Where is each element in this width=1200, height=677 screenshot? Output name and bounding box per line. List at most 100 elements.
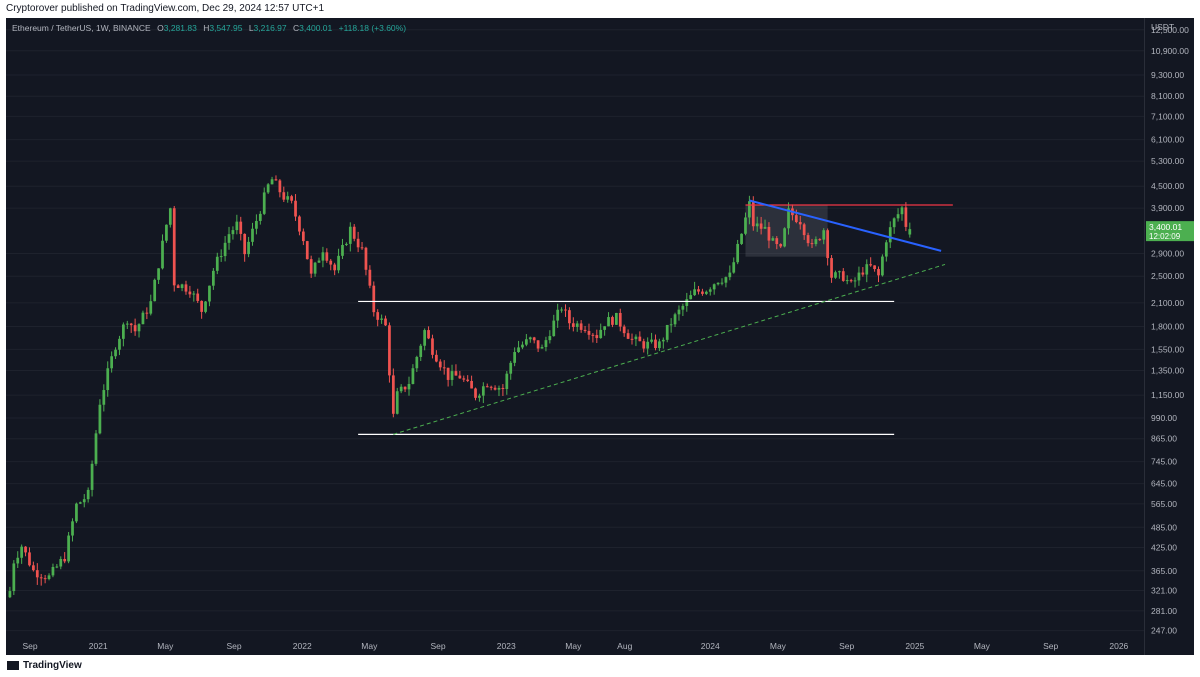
candle-body <box>497 387 501 390</box>
candle-body <box>544 340 548 348</box>
candle-body <box>395 391 399 414</box>
candle-body <box>122 324 125 339</box>
candle-body <box>704 291 708 294</box>
candle-body <box>681 305 685 310</box>
descending-trendline <box>749 199 942 252</box>
time-tick-label: May <box>974 641 991 651</box>
candle-body <box>877 269 880 276</box>
price-tick-label: 4,500.00 <box>1151 181 1184 191</box>
time-tick-label: Sep <box>430 641 445 651</box>
candle-body <box>294 200 297 217</box>
symbol-name: Ethereum / TetherUS, 1W, BINANCE <box>12 23 151 33</box>
candle-body <box>607 317 610 327</box>
candle-body <box>751 201 755 227</box>
candle-body <box>458 375 462 379</box>
open-value: 3,281.83 <box>163 23 197 33</box>
candle-body <box>8 591 12 598</box>
candle-body <box>802 224 806 236</box>
candle-body <box>614 312 618 325</box>
candle-body <box>239 221 243 234</box>
time-tick-label: Sep <box>22 641 37 651</box>
candle-body <box>35 570 39 578</box>
candle-body <box>642 341 646 349</box>
time-tick-label: 2022 <box>293 641 312 651</box>
price-axis[interactable]: USDT 12,500.00 10,900.00 9,300.00 8,100.00 7… <box>1144 18 1194 655</box>
price-tick-label: 2,500.00 <box>1151 271 1184 281</box>
candle-body <box>67 535 70 562</box>
candle-body <box>591 334 595 336</box>
candle-body <box>697 289 700 292</box>
candle-body <box>438 361 442 368</box>
candle-body <box>755 223 759 227</box>
candle-body <box>540 347 544 349</box>
price-chart[interactable]: Sep 2021 May Sep 2022 May Sep 2023 May Aug 2024 May… <box>6 18 1144 655</box>
candle-body <box>532 337 536 341</box>
time-tick-label: Sep <box>839 641 854 651</box>
candle-body <box>779 244 783 247</box>
candle-body <box>329 260 333 265</box>
candle-body <box>411 368 415 384</box>
candle-body <box>493 387 497 390</box>
candle-body <box>157 268 160 280</box>
candle-body <box>536 340 540 349</box>
candle-body <box>818 239 822 241</box>
ascending-support <box>393 263 946 435</box>
candle-body <box>474 388 477 398</box>
candle-body <box>403 386 407 390</box>
price-tick-label: 247.00 <box>1151 626 1177 636</box>
candle-body <box>345 243 348 245</box>
candle-body <box>211 270 215 286</box>
candle-body <box>305 241 309 260</box>
price-tick-label: 2,900.00 <box>1151 248 1184 258</box>
price-tick-label: 485.00 <box>1151 522 1177 532</box>
candle-body <box>708 289 712 292</box>
candle-body <box>235 221 239 231</box>
candle-body <box>884 242 888 257</box>
candle-body <box>153 279 157 302</box>
brand-name: TradingView <box>23 660 82 671</box>
chart-panel[interactable]: Sep 2021 May Sep 2022 May Sep 2023 May Aug 2024 May… <box>6 18 1194 655</box>
candle-body <box>47 575 51 579</box>
candle-body <box>618 312 622 327</box>
candle-body <box>658 341 661 349</box>
price-tick-label: 745.00 <box>1151 457 1177 467</box>
candle-body <box>321 252 325 261</box>
current-price-label: 3,400.01 <box>1149 222 1182 232</box>
candle-body <box>787 208 790 229</box>
candle-body <box>137 324 141 332</box>
candle-body <box>71 521 74 536</box>
candle-body <box>849 280 853 282</box>
price-tick-label: 1,350.00 <box>1151 366 1184 376</box>
candle-body <box>724 277 728 283</box>
candle-body <box>24 546 27 553</box>
candle-body <box>43 578 47 580</box>
candle-body <box>595 335 599 339</box>
candle-body <box>521 344 524 348</box>
candle-body <box>298 216 301 232</box>
candle-body <box>290 196 293 201</box>
candle-body <box>466 379 470 381</box>
candle-body <box>419 345 423 357</box>
candle-body <box>435 354 438 362</box>
price-tick-label: 990.00 <box>1151 413 1177 423</box>
candle-body <box>102 390 106 405</box>
candle-body <box>196 293 200 301</box>
candle-body <box>669 324 673 326</box>
candle-body <box>501 387 505 390</box>
candle-body <box>845 280 849 282</box>
candle-body <box>646 341 650 349</box>
low-value: 3,216.97 <box>253 23 287 33</box>
candle-body <box>728 272 732 278</box>
candle-body <box>873 265 876 270</box>
candle-body <box>415 356 419 369</box>
candle-body <box>12 563 16 592</box>
candle-body <box>317 260 321 263</box>
candle-body <box>384 318 387 326</box>
candle-body <box>869 264 873 266</box>
price-tick-label: 365.00 <box>1151 566 1177 576</box>
candle-body <box>841 271 845 281</box>
candle-body <box>172 208 176 286</box>
candle-body <box>125 323 129 325</box>
candle-body <box>783 228 786 247</box>
footer: TradingView <box>0 655 1200 677</box>
